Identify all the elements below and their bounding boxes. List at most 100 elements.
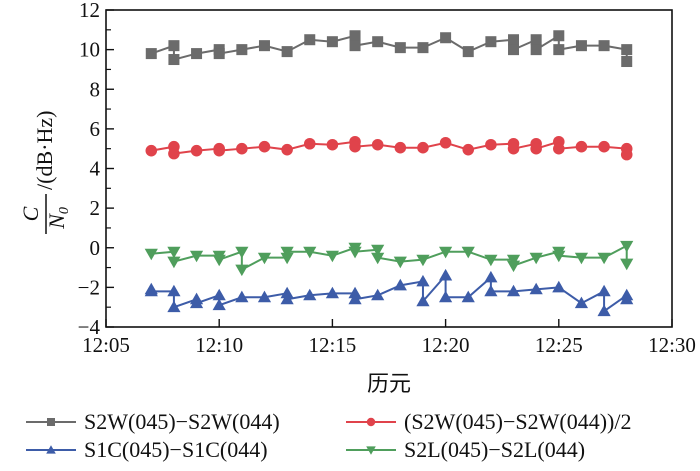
data-point-triangle-up: [416, 274, 430, 287]
data-point-triangle-down: [484, 254, 498, 267]
data-point-circle: [281, 143, 293, 156]
data-point-triangle-up: [371, 288, 385, 301]
data-point-triangle-up: [552, 280, 566, 293]
data-point-triangle-up: [484, 270, 498, 283]
data-point-circle: [575, 140, 588, 153]
y-tick-label: −2: [78, 275, 100, 299]
data-point-circle: [366, 417, 376, 427]
plot-area: [105, 9, 673, 328]
data-point-triangle-down: [144, 248, 158, 261]
data-point-triangle-down: [529, 252, 543, 265]
data-point-circle: [507, 142, 520, 155]
data-point-circle: [553, 142, 565, 155]
data-point-square: [553, 30, 565, 42]
y-tick-label: 6: [90, 117, 101, 141]
y-axis: −4 −2 0 2 4 6 8 10 12: [78, 0, 114, 339]
data-point-triangle-down: [235, 264, 249, 277]
y-label-numerator: C: [18, 206, 43, 221]
data-point-triangle-up: [212, 298, 226, 311]
data-point-square: [440, 32, 452, 44]
y-label-subscript: 0: [57, 207, 72, 214]
data-point-triangle-down: [235, 246, 249, 259]
data-point-triangle-up: [144, 284, 158, 297]
data-point-circle: [349, 140, 361, 153]
plot-frame: [105, 9, 673, 328]
x-tick-label: 12:30: [648, 333, 696, 357]
data-point-circle: [303, 137, 316, 150]
data-point-circle: [190, 144, 203, 157]
data-point-square: [191, 48, 203, 60]
data-point-triangle-up: [484, 284, 498, 297]
series-3: [144, 240, 634, 277]
data-point-square: [508, 44, 520, 56]
data-point-triangle-down: [366, 446, 376, 455]
y-tick-label: 12: [79, 0, 100, 22]
series-1: [145, 135, 633, 161]
data-point-triangle-up: [597, 284, 611, 297]
y-tick-label: 10: [79, 38, 100, 62]
data-point-triangle-down: [393, 256, 407, 269]
legend-item-s2w-half: (S2W(045)−S2W(044))/2: [344, 409, 631, 435]
data-point-triangle-down: [325, 250, 339, 263]
data-point-triangle-up: [167, 300, 181, 313]
data-point-triangle-down: [416, 254, 430, 267]
legend-item-s2l: S2L(045)−S2L(044): [344, 437, 585, 463]
data-point-circle: [439, 136, 452, 149]
y-tick-label: 2: [90, 196, 101, 220]
data-point-triangle-down: [167, 246, 181, 259]
data-point-triangle-up: [574, 296, 589, 309]
data-point-triangle-up: [461, 290, 475, 303]
x-axis-label: 历元: [367, 371, 411, 396]
data-point-triangle-up: [280, 292, 294, 305]
y-tick-label: 0: [90, 236, 101, 260]
data-point-circle: [326, 138, 339, 151]
data-point-square: [621, 44, 633, 56]
y-label-denominator: N0: [44, 207, 72, 230]
data-point-triangle-up: [597, 304, 611, 317]
data-point-square: [281, 46, 293, 58]
data-point-triangle-up: [235, 290, 249, 303]
series-2: [144, 268, 634, 317]
data-point-circle: [168, 147, 180, 160]
data-point-circle: [485, 138, 497, 151]
series-0: [145, 30, 633, 68]
legend-item-s1c: S1C(045)−S1C(044): [24, 437, 344, 463]
data-point-circle: [213, 144, 225, 157]
data-point-triangle-up: [416, 294, 430, 307]
data-point-triangle-up: [348, 286, 362, 299]
data-point-triangle-down: [574, 252, 589, 265]
data-point-triangle-up: [620, 292, 634, 305]
data-point-triangle-up: [348, 292, 362, 305]
data-point-triangle-up: [439, 268, 453, 281]
data-point-square: [349, 40, 361, 52]
data-point-triangle-up: [506, 284, 521, 297]
legend-item-s2w: S2W(045)−S2W(044): [24, 409, 344, 435]
legend-swatch-triangle-down-icon: [346, 446, 396, 455]
data-point-triangle-down: [620, 258, 634, 271]
y-axis-label: C N0 /(dB·Hz): [18, 111, 72, 234]
legend-label: S1C(045)−S1C(044): [84, 437, 268, 462]
data-point-square: [462, 46, 474, 58]
data-point-square: [145, 48, 157, 60]
data-point-triangle-up: [529, 282, 543, 295]
y-tick-label: 4: [90, 157, 101, 181]
data-point-triangle-up: [167, 284, 181, 297]
data-point-triangle-down: [280, 252, 294, 265]
data-point-triangle-down: [280, 246, 294, 259]
legend-swatch-triangle-up-icon: [26, 445, 76, 454]
legend: S2W(045)−S2W(044) (S2W(045)−S2W(044))/2 …: [0, 408, 700, 464]
data-point-circle: [258, 140, 271, 153]
data-point-square: [168, 54, 180, 66]
series-layer: [144, 30, 634, 317]
data-point-circle: [371, 138, 384, 151]
data-point-circle: [145, 144, 158, 157]
data-point-square: [530, 34, 542, 46]
y-label-unit: /(dB·Hz): [32, 111, 57, 190]
data-point-triangle-up: [303, 288, 317, 301]
data-point-triangle-up: [189, 296, 204, 309]
data-point-square: [304, 34, 316, 46]
data-point-triangle-down: [552, 250, 566, 263]
data-point-triangle-down: [439, 246, 453, 259]
legend-swatch-square-icon: [26, 418, 76, 426]
data-point-triangle-up: [257, 290, 272, 303]
